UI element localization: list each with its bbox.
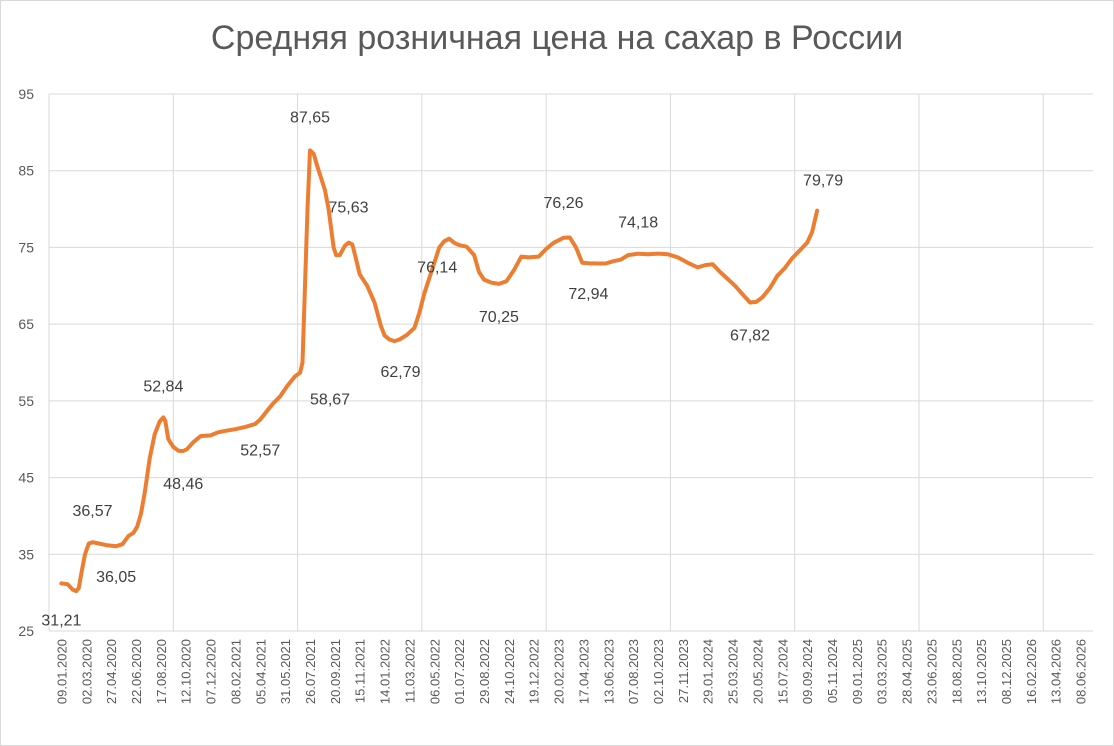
y-tick-label: 95 xyxy=(18,86,34,102)
x-tick-label: 20.02.2023 xyxy=(552,639,567,704)
x-tick-label: 18.08.2025 xyxy=(949,639,964,704)
x-tick-label: 29.08.2022 xyxy=(477,639,492,704)
y-tick-label: 45 xyxy=(18,470,34,486)
x-tick-label: 27.04.2020 xyxy=(104,639,119,704)
x-tick-label: 11.03.2022 xyxy=(402,639,417,703)
data-label: 79,79 xyxy=(803,173,843,190)
x-axis-ticks: 09.01.2020 02.03.2020 27.04.2020 22.06.2020… xyxy=(54,639,1088,704)
gridlines xyxy=(48,93,1093,632)
x-tick-label: 02.03.2020 xyxy=(79,639,94,704)
y-tick-label: 65 xyxy=(18,316,34,332)
y-tick-label: 35 xyxy=(18,546,34,562)
x-tick-label: 28.04.2025 xyxy=(900,639,915,704)
x-tick-label: 03.03.2025 xyxy=(875,639,890,704)
series-line xyxy=(59,148,820,594)
x-tick-label: 29.01.2024 xyxy=(701,639,716,704)
x-tick-label: 08.02.2021 xyxy=(228,639,243,704)
x-tick-label: 07.08.2023 xyxy=(626,639,641,704)
data-labels: 31,21 36,57 36,05 52,84 48,46 52,57 58,67 87,65… xyxy=(41,109,843,629)
x-tick-label: 26.07.2021 xyxy=(303,639,318,704)
x-tick-label: 08.12.2025 xyxy=(999,639,1014,704)
data-label: 48,46 xyxy=(163,476,203,493)
x-tick-label: 17.04.2023 xyxy=(576,639,591,704)
data-label: 36,57 xyxy=(72,503,112,520)
data-label: 58,67 xyxy=(310,392,350,409)
data-label: 70,25 xyxy=(479,309,519,326)
x-tick-label: 27.11.2023 xyxy=(676,639,691,703)
x-tick-label: 16.02.2026 xyxy=(1024,639,1039,704)
y-tick-label: 85 xyxy=(18,163,34,179)
data-label: 31,21 xyxy=(41,612,81,629)
x-tick-label: 19.12.2022 xyxy=(527,639,542,704)
x-tick-label: 13.04.2026 xyxy=(1049,639,1064,704)
x-tick-label: 15.07.2024 xyxy=(775,639,790,704)
data-label: 87,65 xyxy=(290,109,330,126)
data-label: 75,63 xyxy=(329,200,369,217)
x-tick-label: 01.07.2022 xyxy=(452,639,467,704)
x-tick-label: 06.05.2022 xyxy=(427,639,442,704)
data-label: 52,84 xyxy=(143,378,183,395)
data-label: 67,82 xyxy=(730,328,770,345)
y-tick-label: 75 xyxy=(18,239,34,255)
data-label: 62,79 xyxy=(380,364,420,381)
x-tick-label: 20.05.2024 xyxy=(750,639,765,704)
data-label: 52,57 xyxy=(240,442,280,459)
x-tick-label: 25.03.2024 xyxy=(726,639,741,704)
data-label: 74,18 xyxy=(618,215,658,232)
y-axis-ticks: 25 35 45 55 65 75 85 95 xyxy=(18,86,34,639)
x-tick-label: 05.04.2021 xyxy=(253,639,268,704)
data-label: 76,14 xyxy=(417,260,457,277)
x-tick-label: 20.09.2021 xyxy=(328,639,343,704)
x-tick-label: 09.01.2025 xyxy=(850,639,865,704)
y-tick-label: 25 xyxy=(18,623,34,639)
y-tick-label: 55 xyxy=(18,393,34,409)
chart-title: Средняя розничная цена на сахар в России xyxy=(210,19,904,57)
data-label: 72,94 xyxy=(568,286,608,303)
x-tick-label: 09.09.2024 xyxy=(800,639,815,704)
x-tick-label: 08.06.2026 xyxy=(1074,639,1089,704)
x-tick-label: 17.08.2020 xyxy=(154,639,169,704)
x-tick-label: 31.05.2021 xyxy=(278,639,293,704)
series-line-group xyxy=(59,148,820,594)
x-tick-label: 23.06.2025 xyxy=(924,639,939,704)
data-label: 76,26 xyxy=(544,195,584,212)
data-label: 36,05 xyxy=(96,569,136,586)
x-tick-label: 13.06.2023 xyxy=(601,639,616,704)
x-tick-label: 09.01.2020 xyxy=(54,639,69,704)
x-tick-label: 24.10.2022 xyxy=(502,639,517,704)
x-tick-label: 15.11.2021 xyxy=(353,639,368,703)
x-tick-label: 05.11.2024 xyxy=(825,639,840,703)
x-tick-label: 12.10.2020 xyxy=(179,639,194,704)
x-tick-label: 07.12.2020 xyxy=(204,639,219,704)
x-tick-label: 14.01.2022 xyxy=(378,639,393,704)
x-tick-label: 13.10.2025 xyxy=(974,639,989,704)
x-tick-label: 22.06.2020 xyxy=(129,639,144,704)
x-tick-label: 02.10.2023 xyxy=(651,639,666,704)
